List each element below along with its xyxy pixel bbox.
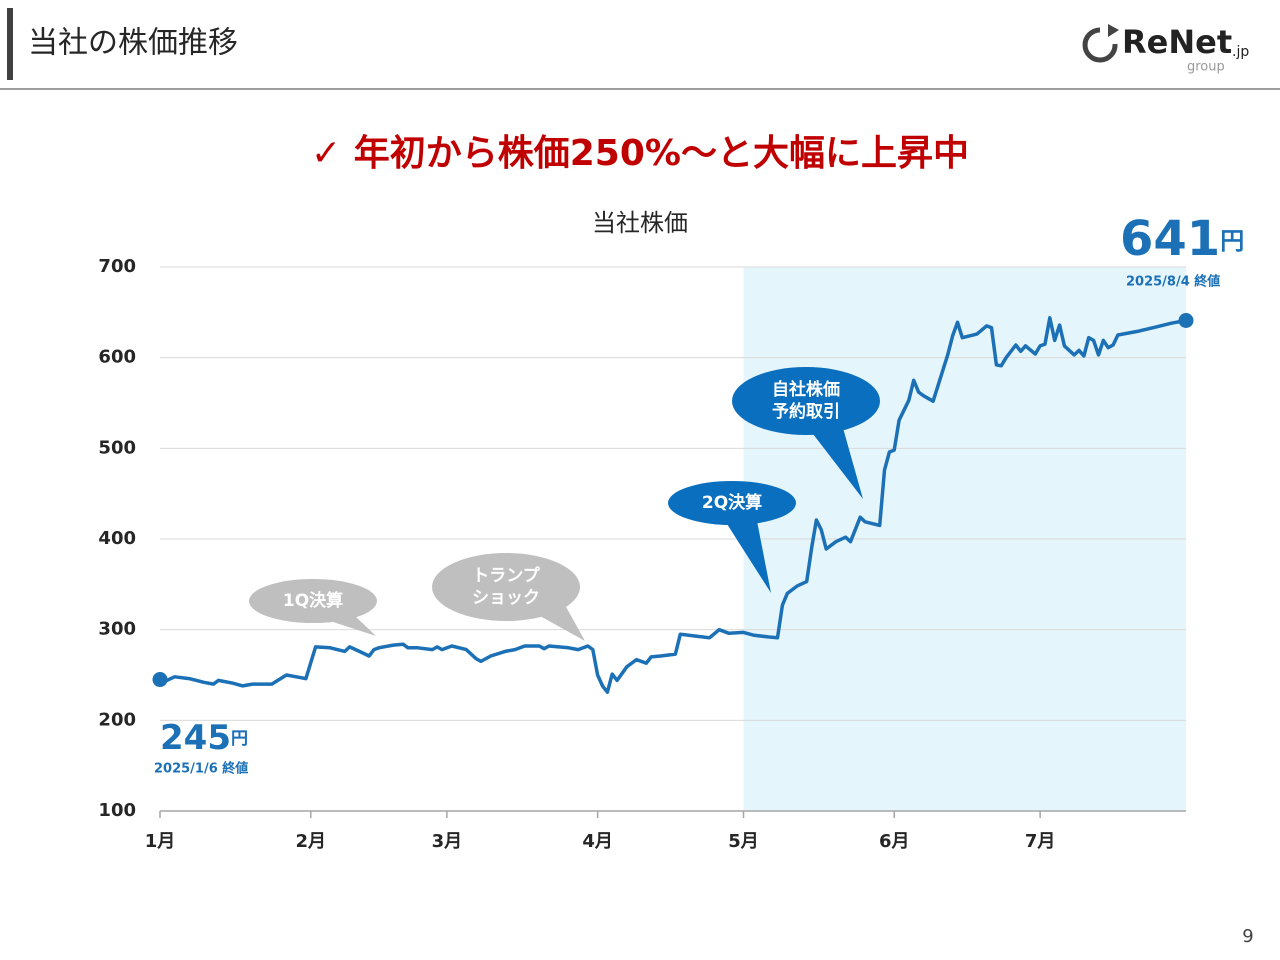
price-unit: 円 [1220, 227, 1244, 255]
callout-tail [813, 428, 863, 499]
x-tick-label: 5月 [728, 831, 759, 852]
x-tick-label: 4月 [582, 831, 613, 852]
logo-sub: group [1187, 60, 1225, 75]
y-tick-label: 600 [98, 347, 136, 368]
callout-tail [540, 605, 585, 641]
price-value: 641 [1120, 211, 1220, 267]
chart-title: 当社株価 [592, 209, 688, 237]
callout-text: 予約取引 [772, 401, 840, 422]
x-tick-label: 6月 [879, 831, 910, 852]
y-tick-label: 300 [98, 619, 136, 640]
callout: 2Q決算 [668, 481, 796, 593]
end-point [1178, 312, 1194, 328]
callout-tail [727, 521, 771, 593]
callout-text: 1Q決算 [283, 590, 343, 611]
x-tick-label: 2月 [295, 831, 326, 852]
logo-text: ReNet [1122, 23, 1232, 61]
logo-arrow [1108, 24, 1119, 37]
page-number: 9 [1242, 926, 1253, 947]
callout-text: 自社株価 [772, 379, 840, 400]
callout-bubble [668, 481, 796, 525]
logo: ReNet .jp group [1082, 23, 1249, 75]
title-bar [7, 8, 13, 80]
callout-text: ショック [472, 588, 540, 608]
price-note: 2025/1/6 終値 [154, 761, 248, 777]
y-tick-label: 500 [98, 437, 136, 458]
logo-suffix: .jp [1232, 44, 1249, 60]
callout-bubble [432, 553, 580, 621]
callout-text: トランプ [472, 565, 540, 586]
plot: 100 200 300 400 500 600 700 1月 2月 3月 4月 5月 6月 7月 1Q決算 ト… [98, 211, 1244, 852]
y-tick-label: 400 [98, 528, 136, 549]
logo-icon [1082, 27, 1118, 63]
y-tick-label: 100 [98, 800, 136, 821]
price-note: 2025/8/4 終値 [1126, 274, 1220, 290]
callout-tail [330, 616, 376, 636]
price-value: 245 [160, 718, 231, 758]
headline: ✓ 年初から株価250%～と大幅に上昇中 [311, 133, 969, 174]
callout-bubble [249, 579, 377, 623]
x-tick-label: 7月 [1025, 831, 1056, 852]
x-tick-label: 3月 [432, 831, 463, 852]
x-tick-label: 1月 [145, 831, 176, 852]
slide-title: 当社の株価推移 [28, 26, 238, 61]
callout-bubble [732, 367, 880, 435]
callout: 1Q決算 [249, 579, 377, 636]
y-tick-label: 200 [98, 709, 136, 730]
callout-text: 2Q決算 [702, 492, 762, 513]
price-label: 641円 [1120, 211, 1244, 267]
price-label: 245円 [160, 718, 248, 758]
price-unit: 円 [231, 729, 248, 749]
price-line [159, 316, 1187, 694]
y-tick-label: 700 [98, 256, 136, 277]
end-point [152, 672, 168, 688]
